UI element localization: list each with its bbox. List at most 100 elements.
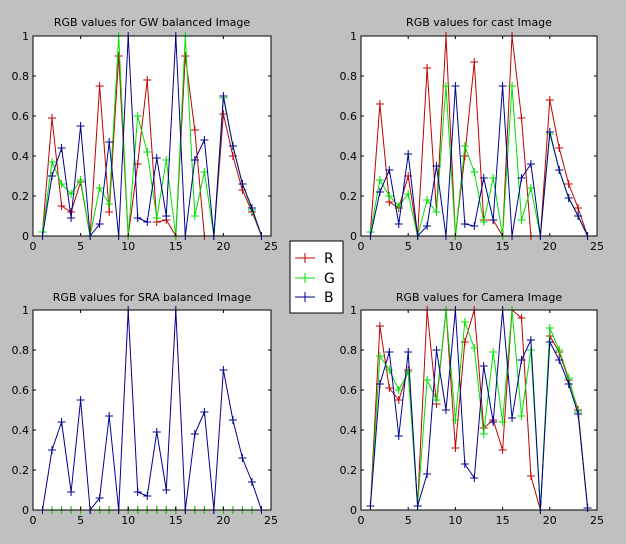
data-point-b bbox=[105, 138, 114, 146]
data-point-b bbox=[479, 362, 488, 370]
x-tick-label: 20 bbox=[543, 240, 557, 253]
data-point-b bbox=[489, 216, 498, 224]
y-tick-label: 0.6 bbox=[12, 384, 30, 397]
legend: R G B bbox=[289, 240, 344, 314]
legend-entry-b: B bbox=[295, 290, 334, 306]
data-point-b bbox=[366, 502, 375, 510]
data-point-b bbox=[460, 220, 469, 228]
series-line-b bbox=[369, 85, 589, 238]
data-point-b bbox=[143, 492, 152, 500]
data-point-r bbox=[95, 82, 104, 90]
data-point-b bbox=[555, 356, 564, 364]
data-point-b bbox=[526, 160, 535, 168]
data-point-b bbox=[247, 478, 256, 486]
subplot-sra-balanced: RGB values for SRA balanced Image 0 5 10 15… bbox=[12, 291, 279, 527]
data-point-r bbox=[375, 100, 384, 108]
x-tick-label: 5 bbox=[77, 240, 84, 253]
data-point-r bbox=[574, 204, 583, 212]
y-tick-label: 0.8 bbox=[340, 70, 358, 83]
data-point-g bbox=[517, 216, 526, 224]
data-point-g bbox=[451, 416, 460, 424]
data-point-r bbox=[143, 76, 152, 84]
data-point-r bbox=[555, 144, 564, 152]
y-tick-label: 0.2 bbox=[12, 190, 30, 203]
subplot-title: RGB values for cast Image bbox=[406, 16, 552, 29]
data-point-b bbox=[190, 156, 199, 164]
x-tick-label: 25 bbox=[264, 514, 278, 527]
data-point-g bbox=[508, 82, 517, 90]
data-point-b bbox=[95, 494, 104, 502]
data-point-g bbox=[404, 190, 413, 198]
y-tick-label: 0.6 bbox=[340, 110, 358, 123]
data-point-g bbox=[152, 214, 161, 222]
data-point-r bbox=[526, 472, 535, 480]
plot-area bbox=[361, 310, 597, 510]
data-point-b bbox=[545, 338, 554, 346]
y-tick-label: 0.4 bbox=[12, 424, 30, 437]
y-tick-label: 1 bbox=[350, 30, 357, 43]
subplot-title: RGB values for Camera Image bbox=[396, 291, 562, 304]
data-point-r bbox=[190, 126, 199, 134]
subplot-title: RGB values for SRA balanced Image bbox=[53, 291, 252, 304]
data-point-b bbox=[228, 142, 237, 150]
data-point-b bbox=[219, 366, 228, 374]
data-point-b bbox=[564, 380, 573, 388]
data-point-b bbox=[375, 380, 384, 388]
data-point-b bbox=[508, 414, 517, 422]
y-tick-label: 0.2 bbox=[340, 190, 358, 203]
y-tick-label: 0.2 bbox=[12, 464, 30, 477]
data-point-r bbox=[517, 314, 526, 322]
data-point-b bbox=[228, 416, 237, 424]
data-point-g bbox=[48, 158, 57, 166]
x-tick-label: 15 bbox=[496, 514, 510, 527]
data-point-b bbox=[498, 82, 507, 90]
subplot-camera: RGB values for Camera Image 0 5 10 15 20 25 0 0… bbox=[340, 291, 605, 527]
data-point-b bbox=[451, 82, 460, 90]
data-point-b bbox=[162, 212, 171, 220]
subplot-gw-balanced: RGB values for GW balanced Image 0 5 10 15 2… bbox=[12, 16, 279, 253]
data-point-b bbox=[545, 128, 554, 136]
legend-entry-g: G bbox=[295, 271, 335, 287]
data-point-r bbox=[451, 444, 460, 452]
x-tick-label: 20 bbox=[216, 514, 230, 527]
legend-label-g: G bbox=[324, 271, 335, 287]
legend-label-b: B bbox=[324, 290, 334, 306]
data-point-g bbox=[441, 82, 450, 90]
data-point-r bbox=[375, 322, 384, 330]
data-point-r bbox=[460, 152, 469, 160]
data-point-b bbox=[57, 144, 66, 152]
data-point-g bbox=[460, 142, 469, 150]
y-tick-label: 0.4 bbox=[12, 150, 30, 163]
data-point-g bbox=[200, 168, 209, 176]
data-point-b bbox=[67, 488, 76, 496]
y-tick-label: 0.8 bbox=[12, 70, 30, 83]
data-point-b bbox=[574, 212, 583, 220]
data-point-b bbox=[394, 432, 403, 440]
data-point-b bbox=[479, 174, 488, 182]
data-point-b bbox=[423, 222, 432, 230]
data-point-b bbox=[555, 166, 564, 174]
data-point-b bbox=[517, 356, 526, 364]
data-point-g bbox=[460, 318, 469, 326]
data-point-b bbox=[95, 220, 104, 228]
data-point-g bbox=[479, 218, 488, 226]
data-point-b bbox=[67, 214, 76, 222]
data-point-b bbox=[162, 486, 171, 494]
data-point-b bbox=[238, 454, 247, 462]
data-point-b bbox=[48, 446, 57, 454]
data-point-b bbox=[423, 470, 432, 478]
data-point-g bbox=[394, 386, 403, 394]
y-tick-label: 0 bbox=[22, 230, 29, 243]
data-point-r bbox=[48, 114, 57, 122]
data-point-g bbox=[545, 324, 554, 332]
series-line-b bbox=[369, 309, 589, 511]
y-tick-label: 0.4 bbox=[340, 424, 358, 437]
y-tick-label: 0.8 bbox=[12, 344, 30, 357]
data-point-b bbox=[375, 188, 384, 196]
data-point-b bbox=[441, 406, 450, 414]
data-point-b bbox=[517, 174, 526, 182]
x-tick-label: 0 bbox=[358, 514, 365, 527]
data-point-b bbox=[133, 488, 142, 496]
x-tick-label: 25 bbox=[264, 240, 278, 253]
data-point-b bbox=[413, 502, 422, 510]
